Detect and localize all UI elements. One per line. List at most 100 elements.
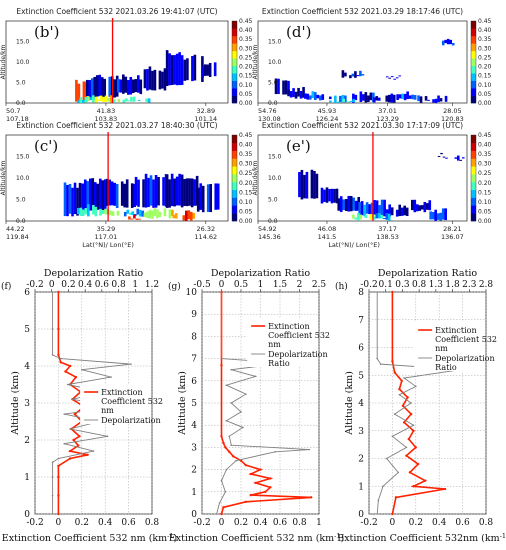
cloud-pixel (146, 211, 149, 218)
cloud-pixel (190, 211, 193, 221)
cloud-pixel (91, 178, 95, 211)
cloud-pixel (105, 178, 109, 206)
cloud-pixel (142, 179, 145, 208)
y-tick-label: 9 (191, 310, 197, 320)
x-tick-lat: 44.22 (6, 225, 25, 233)
cloud-pixel (78, 182, 82, 215)
cloud-pixel (294, 91, 298, 99)
cloud-pixel (128, 216, 131, 220)
cloud-pixel (134, 176, 138, 206)
series-point (377, 499, 380, 501)
cloud-pixel (79, 207, 83, 217)
series-point (110, 376, 112, 378)
x-tick-label: -0.2 (193, 518, 210, 528)
cloud-pixel (111, 211, 115, 216)
colorbar-swatch (232, 95, 237, 104)
cloud-pixel (356, 75, 360, 77)
cloud-pixel (339, 95, 342, 103)
colorbar-tick-label: 0.05 (239, 208, 253, 215)
cloud-pixel (305, 171, 309, 199)
cloud-pixel (341, 94, 345, 103)
series-point (397, 471, 400, 474)
cloud-pixel (199, 183, 203, 210)
cloud-pixel (113, 79, 117, 98)
top-tick-label: -0.5 (193, 280, 211, 290)
cloud-pixel (339, 196, 343, 213)
cloud-pixel (104, 95, 108, 102)
y-tick-label: 0.0 (268, 100, 278, 107)
series-point (385, 457, 388, 460)
top-axis-label: Depolarization Ratio (378, 268, 478, 279)
series-point (259, 468, 262, 471)
series-point (414, 446, 417, 449)
cloud-pixel (214, 183, 218, 210)
cloud-pixel (98, 74, 102, 97)
top-tick-label: 0.5 (234, 280, 249, 290)
legend-text: nm (435, 344, 448, 353)
colorbar-swatch (471, 174, 476, 183)
cloud-pixel (321, 94, 325, 100)
colorbar-tick-label: 0.20 (478, 64, 492, 71)
series-point (51, 513, 54, 515)
colorbar-swatch (471, 88, 476, 96)
series-point (409, 412, 413, 416)
series-point (57, 457, 60, 460)
x-axis-label: Lat(°N)/ Lon(°E) (328, 241, 380, 249)
cloud-pixel (175, 176, 179, 206)
cloud-pixel (186, 58, 189, 81)
colorbar-frame (231, 134, 238, 222)
cloud-pixel (329, 100, 332, 103)
series-point (218, 502, 221, 504)
cloud-pixel (385, 76, 389, 78)
x-tick-label: 0 (390, 518, 396, 528)
cloud-pixel (154, 175, 158, 208)
cloud-pixel (122, 99, 126, 103)
x-tick-lon: 120.83 (441, 115, 464, 123)
series-point (230, 444, 233, 446)
series-point (68, 364, 72, 368)
cloud-pixel (287, 80, 290, 94)
cloud-pixel (383, 208, 386, 217)
cloud-pixel (362, 94, 365, 101)
series-point (220, 357, 223, 360)
cloud-pixel (94, 96, 98, 103)
cloud-pixel (369, 92, 373, 101)
cloud-pixel (103, 179, 107, 212)
y-tick-label: 15.0 (16, 154, 30, 161)
colorbar-swatch (471, 189, 476, 198)
y-tick-label: 8 (358, 288, 364, 298)
series-point (254, 481, 257, 485)
cloud-pixel (367, 95, 370, 102)
cloud-pixel (77, 83, 81, 102)
x-tick-lon: 141.5 (318, 233, 337, 241)
series-point (232, 455, 235, 458)
legend-text: Extinction (268, 322, 310, 331)
colorbar-tick-label: 0.10 (239, 82, 253, 89)
series-point (393, 413, 396, 415)
series-point (405, 446, 408, 449)
cloud-pixel (432, 99, 435, 103)
cloud-pixel (125, 98, 128, 102)
series-point (269, 477, 272, 480)
cloud-pixel (388, 204, 391, 217)
colorbar-tick-label: 0.10 (478, 82, 492, 89)
series-point (391, 290, 394, 294)
cloud-pixel (183, 178, 186, 206)
cloud-pixel (148, 209, 152, 219)
legend-text: Coefficient 532 (268, 331, 330, 340)
colorbar-tick-label: 0.05 (478, 208, 492, 215)
cloud-pixel (119, 79, 123, 93)
colorbar-swatch (471, 35, 476, 44)
series-point (81, 368, 83, 371)
series-point (245, 393, 247, 395)
cloud-pixel (342, 98, 346, 103)
x-tick-label: 0.8 (145, 518, 160, 528)
series-point (415, 385, 417, 388)
cloud-pixel (125, 179, 129, 208)
colorbar-swatch (232, 174, 237, 183)
cloud-pixel (182, 215, 186, 221)
series-point (59, 357, 62, 360)
cloud-pixel (104, 208, 107, 215)
x-tick-label: 0.4 (432, 518, 447, 528)
